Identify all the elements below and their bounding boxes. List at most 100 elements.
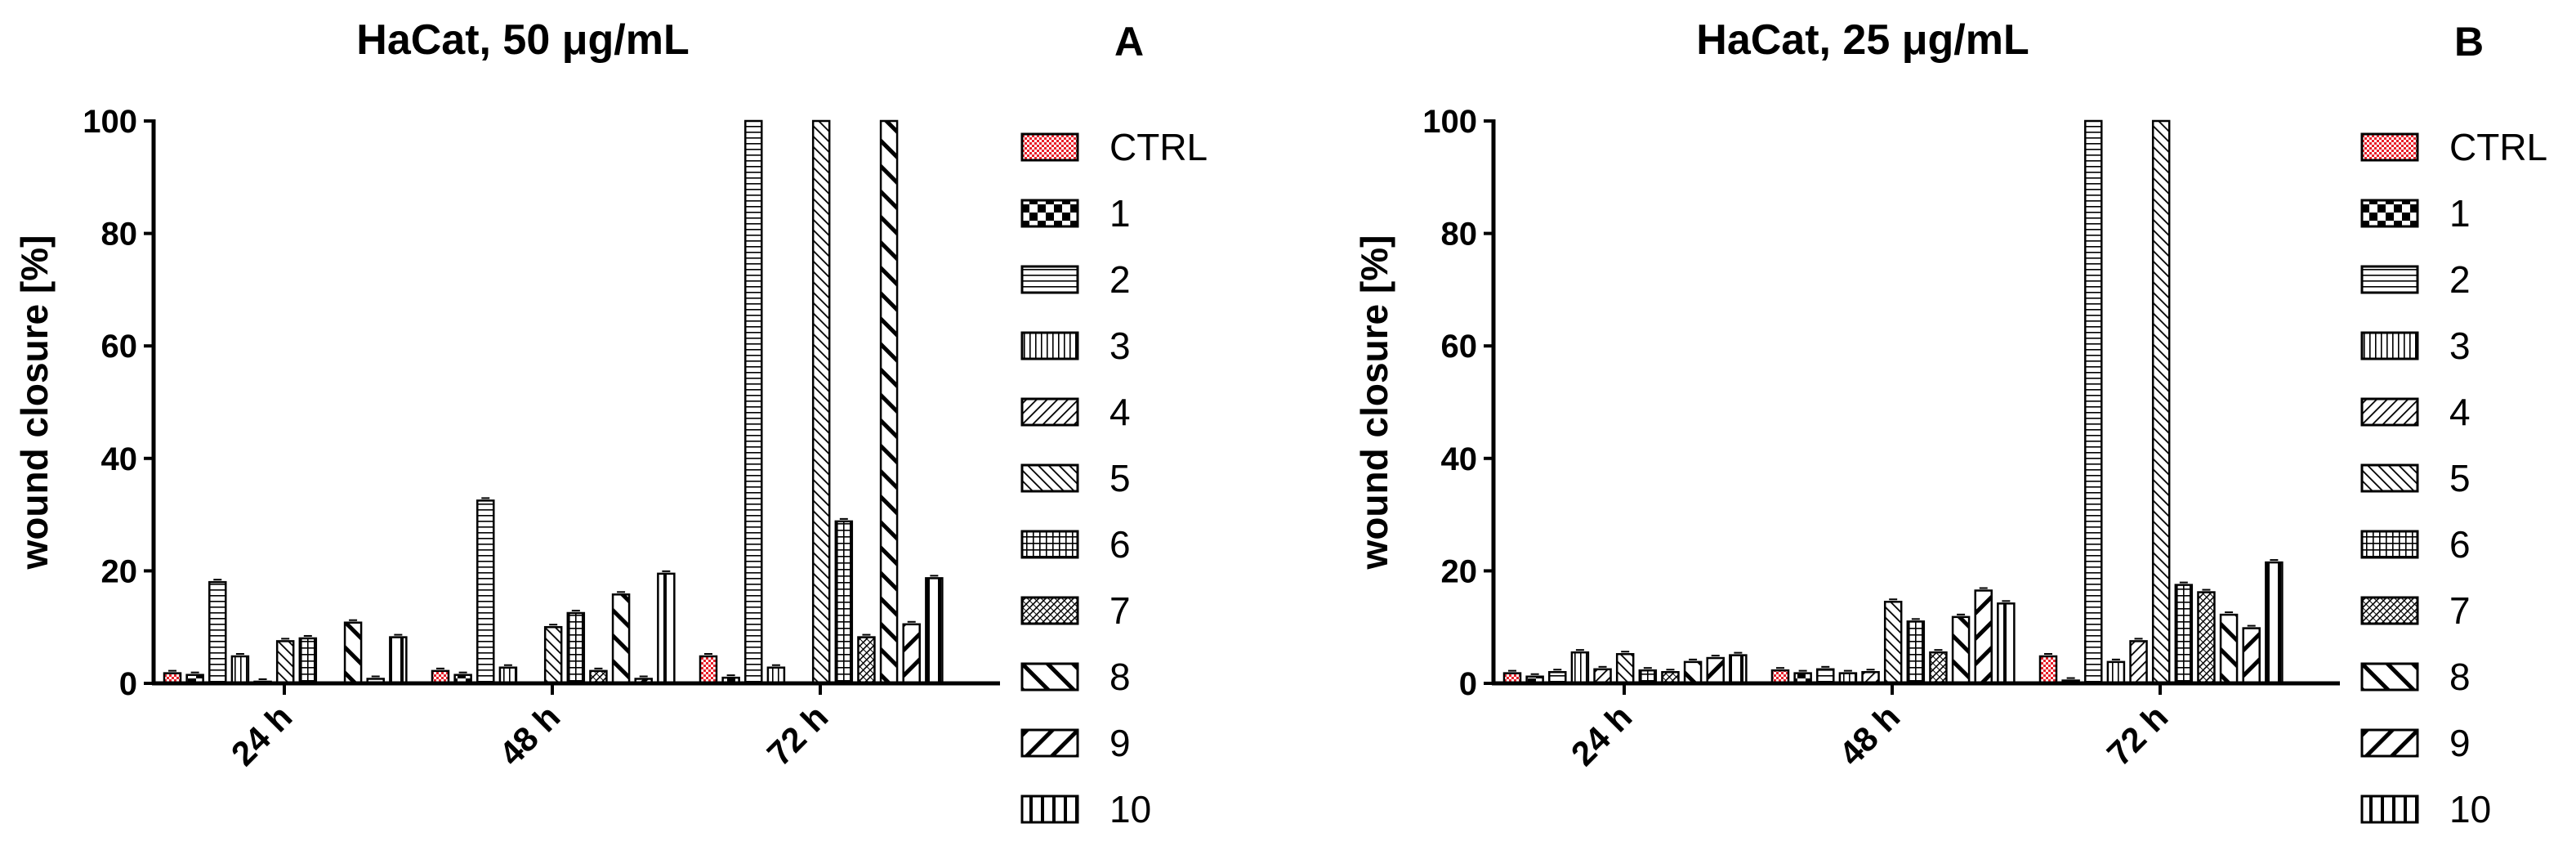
y-tick-label: 0 [119, 666, 137, 702]
bar-3-72-h [2106, 660, 2126, 685]
bar-10-72-h [2265, 561, 2284, 685]
bar-10-48-h [1997, 602, 2016, 685]
legend-swatch-5 [2360, 463, 2419, 493]
legend-label-9: 9 [1109, 722, 1131, 764]
x-tick-label: 24 h [1564, 697, 1640, 773]
y-tick-label: 60 [1441, 329, 1478, 365]
legend-label-3: 3 [2449, 325, 2471, 367]
legend-swatch-4 [1020, 397, 1079, 427]
legend-label-4: 4 [1109, 391, 1131, 433]
bar-2-24-h [208, 580, 227, 685]
legend-label-2: 2 [2449, 258, 2471, 301]
x-tick-label: 24 h [224, 697, 300, 773]
y-tick-label: 80 [1441, 217, 1478, 253]
legend-swatch-1 [2360, 199, 2419, 228]
legend-label-8: 8 [1109, 656, 1131, 698]
bar-10-72-h [925, 577, 944, 685]
chart-title: HaCat, 50 μg/mL [356, 16, 689, 64]
legend-label-5: 5 [2449, 457, 2471, 499]
legend-swatch-8 [2360, 662, 2419, 692]
bar-9-48-h [1974, 589, 1993, 685]
panel-letter: A [1114, 19, 1144, 65]
bar-10-48-h [657, 572, 676, 685]
legend-label-5: 5 [1109, 457, 1131, 499]
bar-8-72-h [2219, 613, 2239, 685]
bar-8-24-h [343, 621, 363, 685]
bar-2-48-h [476, 499, 495, 685]
legend-swatch-5 [1020, 463, 1079, 493]
bar-ctrl-72-h [699, 655, 718, 685]
bar-2-48-h [1816, 668, 1835, 685]
legend-label-4: 4 [2449, 391, 2471, 433]
legend-swatch-2 [2360, 265, 2419, 294]
legend-swatch-7 [1020, 596, 1079, 625]
bar-5-72-h [2151, 119, 2171, 685]
bar-4-24-h [1593, 668, 1612, 685]
legend-label-10: 10 [1109, 788, 1151, 830]
bar-8-24-h [1683, 660, 1703, 685]
legend-swatch-3 [1020, 331, 1079, 360]
legend-swatch-3 [2360, 331, 2419, 360]
bar-5-72-h [811, 119, 831, 685]
legend-swatch-8 [1020, 662, 1079, 692]
bar-9-72-h [2242, 627, 2261, 685]
x-tick-label: 72 h [2100, 697, 2176, 773]
legend-swatch-4 [2360, 397, 2419, 427]
legend-label-6: 6 [1109, 523, 1131, 566]
legend-label-1: 1 [2449, 192, 2471, 235]
legend-label-2: 2 [1109, 258, 1131, 301]
bar-2-72-h [2084, 119, 2103, 685]
bar-5-48-h [1883, 600, 1903, 685]
bar-5-24-h [275, 640, 295, 685]
y-tick-label: 100 [83, 104, 137, 140]
bar-8-48-h [611, 593, 631, 685]
bar-10-24-h [1729, 654, 1748, 685]
y-tick-label: 0 [1459, 666, 1477, 702]
legend-label-3: 3 [1109, 325, 1131, 367]
y-tick-label: 60 [101, 329, 138, 365]
legend-swatch-ctrl [2360, 132, 2419, 162]
bar-7-72-h [857, 636, 876, 685]
legend-label-ctrl: CTRL [1109, 126, 1208, 168]
x-tick-label: 48 h [492, 697, 568, 773]
bar-2-72-h [744, 119, 763, 685]
legend-swatch-1 [1020, 199, 1079, 228]
bar-6-72-h [2174, 584, 2194, 685]
bar-10-24-h [389, 636, 408, 685]
bar-3-24-h [230, 655, 250, 685]
y-tick-label: 40 [1441, 441, 1478, 477]
bar-7-48-h [1929, 651, 1948, 685]
y-axis-label: wound closure [%] [13, 235, 56, 571]
bar-5-24-h [1615, 652, 1635, 685]
bar-6-48-h [1906, 620, 1926, 685]
legend-label-7: 7 [1109, 589, 1131, 632]
legend-label-7: 7 [2449, 589, 2471, 632]
legend-label-8: 8 [2449, 656, 2471, 698]
x-tick-label: 48 h [1832, 697, 1908, 773]
y-axis-label: wound closure [%] [1353, 235, 1395, 571]
legend-label-1: 1 [1109, 192, 1131, 235]
legend-swatch-2 [1020, 265, 1079, 294]
y-tick-label: 100 [1422, 104, 1477, 140]
legend-swatch-7 [2360, 596, 2419, 625]
legend-swatch-9 [2360, 728, 2419, 758]
bar-9-24-h [1706, 656, 1725, 685]
bar-8-72-h [879, 119, 899, 685]
bar-6-24-h [298, 637, 318, 685]
legend-label-ctrl: CTRL [2449, 126, 2547, 168]
bar-3-48-h [498, 666, 518, 685]
legend-label-10: 10 [2449, 788, 2491, 830]
x-tick-label: 72 h [760, 697, 836, 773]
legend-label-6: 6 [2449, 523, 2471, 566]
bar-3-72-h [766, 666, 786, 685]
legend-swatch-9 [1020, 728, 1079, 758]
bar-6-48-h [566, 611, 586, 685]
bar-ctrl-72-h [2038, 655, 2058, 685]
bar-5-48-h [543, 625, 563, 685]
bar-7-72-h [2197, 591, 2216, 685]
legend-swatch-6 [2360, 530, 2419, 559]
chart-title: HaCat, 25 μg/mL [1696, 16, 2029, 64]
bar-9-72-h [902, 623, 921, 685]
